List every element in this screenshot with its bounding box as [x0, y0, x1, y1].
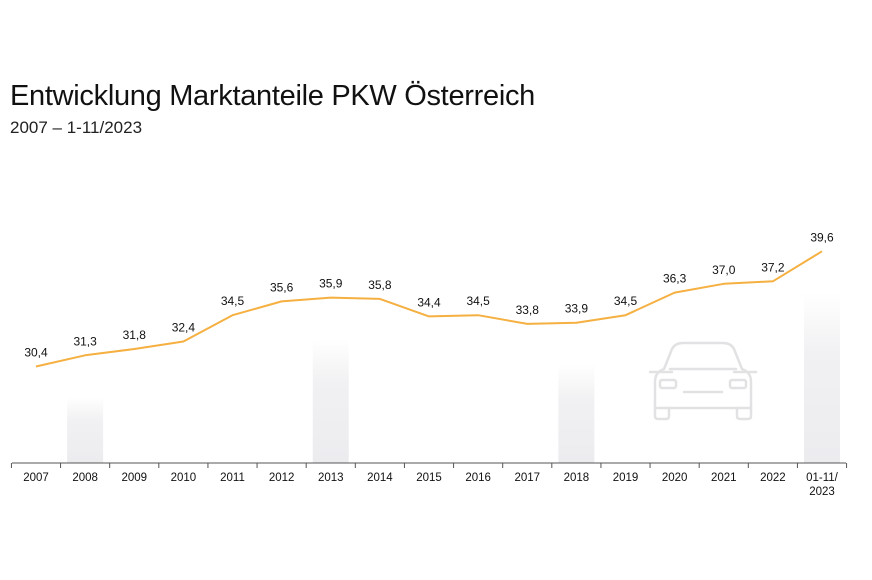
x-tick-label: 2009 — [121, 472, 147, 484]
x-tick-labels: 2007 2008 2009 2010 2011 2012 2013 2014 2015 2016… — [23, 472, 838, 498]
x-tick-label: 2011 — [220, 472, 245, 484]
data-label: 34,5 — [466, 294, 490, 308]
data-label: 34,5 — [614, 294, 638, 308]
x-tick-label: 2012 — [269, 472, 295, 484]
highlight-column — [804, 293, 840, 463]
data-label: 35,9 — [319, 277, 343, 291]
x-tick-label: 2014 — [367, 472, 393, 484]
x-axis-ticks — [10, 463, 848, 468]
data-label: 32,4 — [172, 320, 196, 334]
x-tick-label: 2013 — [318, 472, 344, 484]
data-label: 36,3 — [663, 272, 687, 286]
data-label: 39,6 — [810, 230, 834, 244]
data-label: 34,5 — [221, 294, 245, 308]
data-label: 35,8 — [368, 278, 392, 292]
highlight-column — [67, 397, 104, 463]
x-tick-label: 2010 — [171, 472, 197, 484]
data-label: 34,4 — [417, 295, 441, 309]
highlight-bars — [67, 293, 840, 463]
car-icon — [648, 341, 758, 421]
series-line — [35, 250, 823, 368]
x-tick-label: 2015 — [416, 472, 442, 484]
highlight-column — [312, 339, 349, 463]
data-label: 31,3 — [73, 334, 97, 348]
chart-subtitle: 2007 – 1-11/2023 — [10, 118, 143, 137]
data-label: 37,2 — [761, 260, 785, 274]
data-label: 30,4 — [24, 346, 48, 360]
highlight-column — [558, 364, 595, 463]
data-label: 37,0 — [712, 263, 736, 277]
x-tick-label: 2007 — [23, 472, 49, 484]
data-label: 33,8 — [516, 303, 540, 317]
data-label: 31,8 — [123, 328, 147, 342]
x-tick-label: 01-11/2023 — [806, 472, 839, 498]
x-tick-label: 2020 — [662, 472, 688, 484]
chart-title: Entwicklung Marktanteile PKW Österreich — [10, 80, 535, 112]
x-tick-label: 2018 — [564, 472, 590, 484]
x-tick-label: 2016 — [465, 472, 491, 484]
value-labels: 30,4 31,3 31,8 32,4 34,5 35,6 35,9 35,8 34,4 34,5… — [24, 230, 834, 359]
x-tick-label: 2021 — [711, 472, 737, 484]
data-label: 33,9 — [565, 302, 589, 316]
x-tick-label: 2017 — [514, 472, 540, 484]
data-label: 35,6 — [270, 280, 294, 294]
x-tick-label: 2022 — [760, 472, 786, 484]
x-tick-label: 2008 — [72, 472, 98, 484]
x-tick-label: 2019 — [613, 472, 639, 484]
